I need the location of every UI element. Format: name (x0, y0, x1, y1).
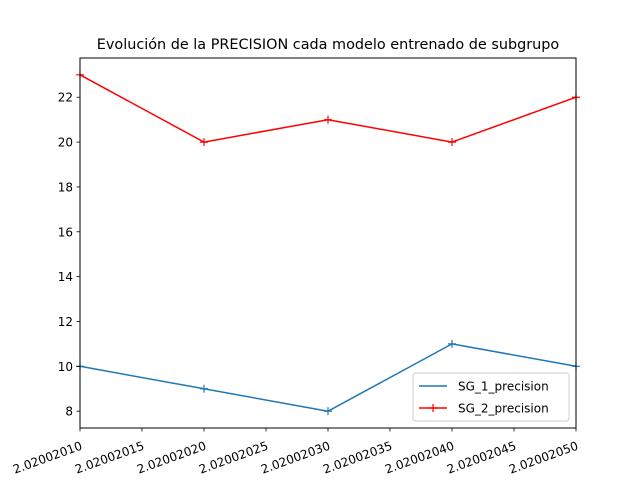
chart-title: Evolución de la PRECISION cada modelo en… (97, 37, 560, 53)
legend-box (412, 372, 570, 422)
y-tick-label: 14 (58, 270, 73, 284)
legend-label-2: SG_2_precision (458, 402, 549, 416)
y-tick-label: 16 (58, 225, 73, 239)
series-1-point (324, 407, 332, 416)
y-tick-label: 10 (58, 360, 73, 374)
y-tick-label: 22 (58, 91, 73, 105)
legend: SG_1_precision SG_2_precision (412, 372, 570, 422)
series-2-point (448, 138, 456, 147)
series-1-point (448, 339, 456, 348)
legend-label-1: SG_1_precision (458, 380, 549, 394)
y-tick-label: 8 (65, 405, 73, 419)
series-2-point (324, 115, 332, 124)
series-2-point (200, 138, 208, 147)
y-tick-label: 12 (58, 315, 73, 329)
series-1-point (200, 384, 208, 393)
y-axis: 8 10 12 14 16 18 20 22 (58, 91, 80, 419)
y-tick-label: 18 (58, 180, 73, 194)
legend-marker-2 (429, 404, 437, 412)
y-tick-label: 20 (58, 136, 73, 150)
